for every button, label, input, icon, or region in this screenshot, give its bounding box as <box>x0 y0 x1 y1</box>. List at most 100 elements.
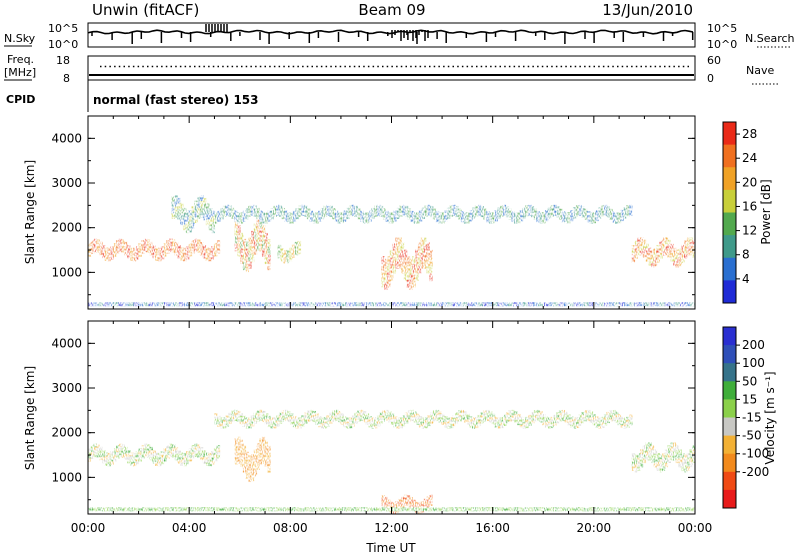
echo-cell <box>270 425 274 429</box>
nsky-dropouts <box>91 24 694 44</box>
echo-cell <box>553 213 557 217</box>
echo-cell <box>264 256 268 265</box>
echo-cell <box>612 211 616 215</box>
echo-cell <box>617 414 622 417</box>
echo-cell <box>651 249 655 255</box>
echo-cell <box>278 415 283 419</box>
echo-cell <box>118 453 123 458</box>
echo-cell <box>598 210 602 213</box>
echo-cell <box>99 453 103 457</box>
echo-cell <box>406 497 411 501</box>
echo-cell <box>416 217 420 221</box>
echo-cell <box>542 419 546 423</box>
ground-scatter-cell <box>411 507 418 512</box>
echo-cell <box>536 213 540 217</box>
echo-cell <box>460 213 465 217</box>
echo-cell <box>96 450 100 455</box>
echo-cell <box>455 417 459 421</box>
echo-cell <box>294 251 299 256</box>
echo-cell <box>662 251 666 256</box>
echo-cell <box>418 416 423 419</box>
echo-cell <box>678 252 682 258</box>
echo-cell <box>631 258 636 263</box>
echo-cell <box>376 417 381 421</box>
echo-cell <box>286 259 290 264</box>
echo-cell <box>315 418 319 422</box>
echo-cell <box>191 206 195 212</box>
ground-scatter-cell <box>639 302 645 307</box>
echo-cell <box>225 210 230 214</box>
echo-cell <box>205 455 209 460</box>
echo-cell <box>413 419 417 423</box>
echo-cell <box>228 205 232 209</box>
echo-cell <box>651 258 655 263</box>
echo-cell <box>404 208 409 212</box>
echo-cell <box>202 197 207 204</box>
echo-cell <box>477 423 482 427</box>
echo-cell <box>237 443 241 451</box>
echo-cell <box>171 451 176 455</box>
echo-cell <box>407 418 412 422</box>
echo-cell <box>149 245 153 249</box>
echo-cell <box>637 453 641 458</box>
echo-cell <box>199 457 204 461</box>
echo-cell <box>245 213 249 217</box>
echo-cell <box>561 213 566 217</box>
echo-cell <box>547 420 552 424</box>
echo-cell <box>334 412 339 416</box>
echo-cell <box>242 445 247 453</box>
echo-cell <box>530 211 535 215</box>
echo-cell <box>332 413 336 417</box>
ground-scatter-cell <box>431 507 438 512</box>
echo-cell <box>211 227 216 234</box>
echo-cell <box>388 413 392 417</box>
echo-cell <box>388 411 392 414</box>
ground-scatter-cell <box>644 302 650 307</box>
echo-cell <box>110 457 114 462</box>
echo-cell <box>220 213 224 217</box>
echo-cell <box>600 425 605 429</box>
echo-cell <box>390 215 395 218</box>
echo-cell <box>626 205 630 209</box>
echo-cell <box>404 211 409 215</box>
echo-cell <box>420 245 425 254</box>
ground-scatter-cell <box>659 507 666 512</box>
echo-cell <box>609 217 613 220</box>
echo-cell <box>149 450 153 454</box>
ground-scatter-cell <box>593 507 600 512</box>
echo-cell <box>423 501 427 505</box>
echo-cell <box>256 410 260 414</box>
echo-cell <box>368 218 372 222</box>
ground-scatter-cell <box>143 507 150 512</box>
ground-scatter-cell <box>401 507 408 512</box>
echo-cell <box>248 211 252 215</box>
echo-cell <box>174 248 179 253</box>
echo-cell <box>214 218 218 221</box>
echo-cell <box>387 271 391 280</box>
echo-cell <box>572 425 577 429</box>
echo-cell <box>686 457 691 462</box>
ground-scatter-cell <box>128 507 135 512</box>
echo-cell <box>248 208 252 212</box>
echo-cell <box>675 445 680 450</box>
echo-cell <box>637 242 641 247</box>
echo-cell <box>584 415 588 419</box>
echo-cell <box>93 450 97 454</box>
echo-cell <box>620 424 624 428</box>
echo-cell <box>228 412 232 416</box>
echo-cell <box>315 215 319 218</box>
echo-cell <box>334 210 339 214</box>
echo-cell <box>412 279 416 288</box>
echo-cell <box>323 214 328 217</box>
echo-cell <box>250 204 255 208</box>
echo-cell <box>564 220 568 224</box>
ground-scatter-cell <box>533 507 539 512</box>
echo-cell <box>403 494 408 498</box>
echo-cell <box>393 218 398 222</box>
ground-scatter-cell <box>381 302 387 307</box>
echo-cell <box>620 422 624 425</box>
echo-cell <box>416 413 420 417</box>
echo-cell <box>245 417 249 421</box>
echo-cell <box>642 445 647 450</box>
echo-cell <box>398 501 402 505</box>
